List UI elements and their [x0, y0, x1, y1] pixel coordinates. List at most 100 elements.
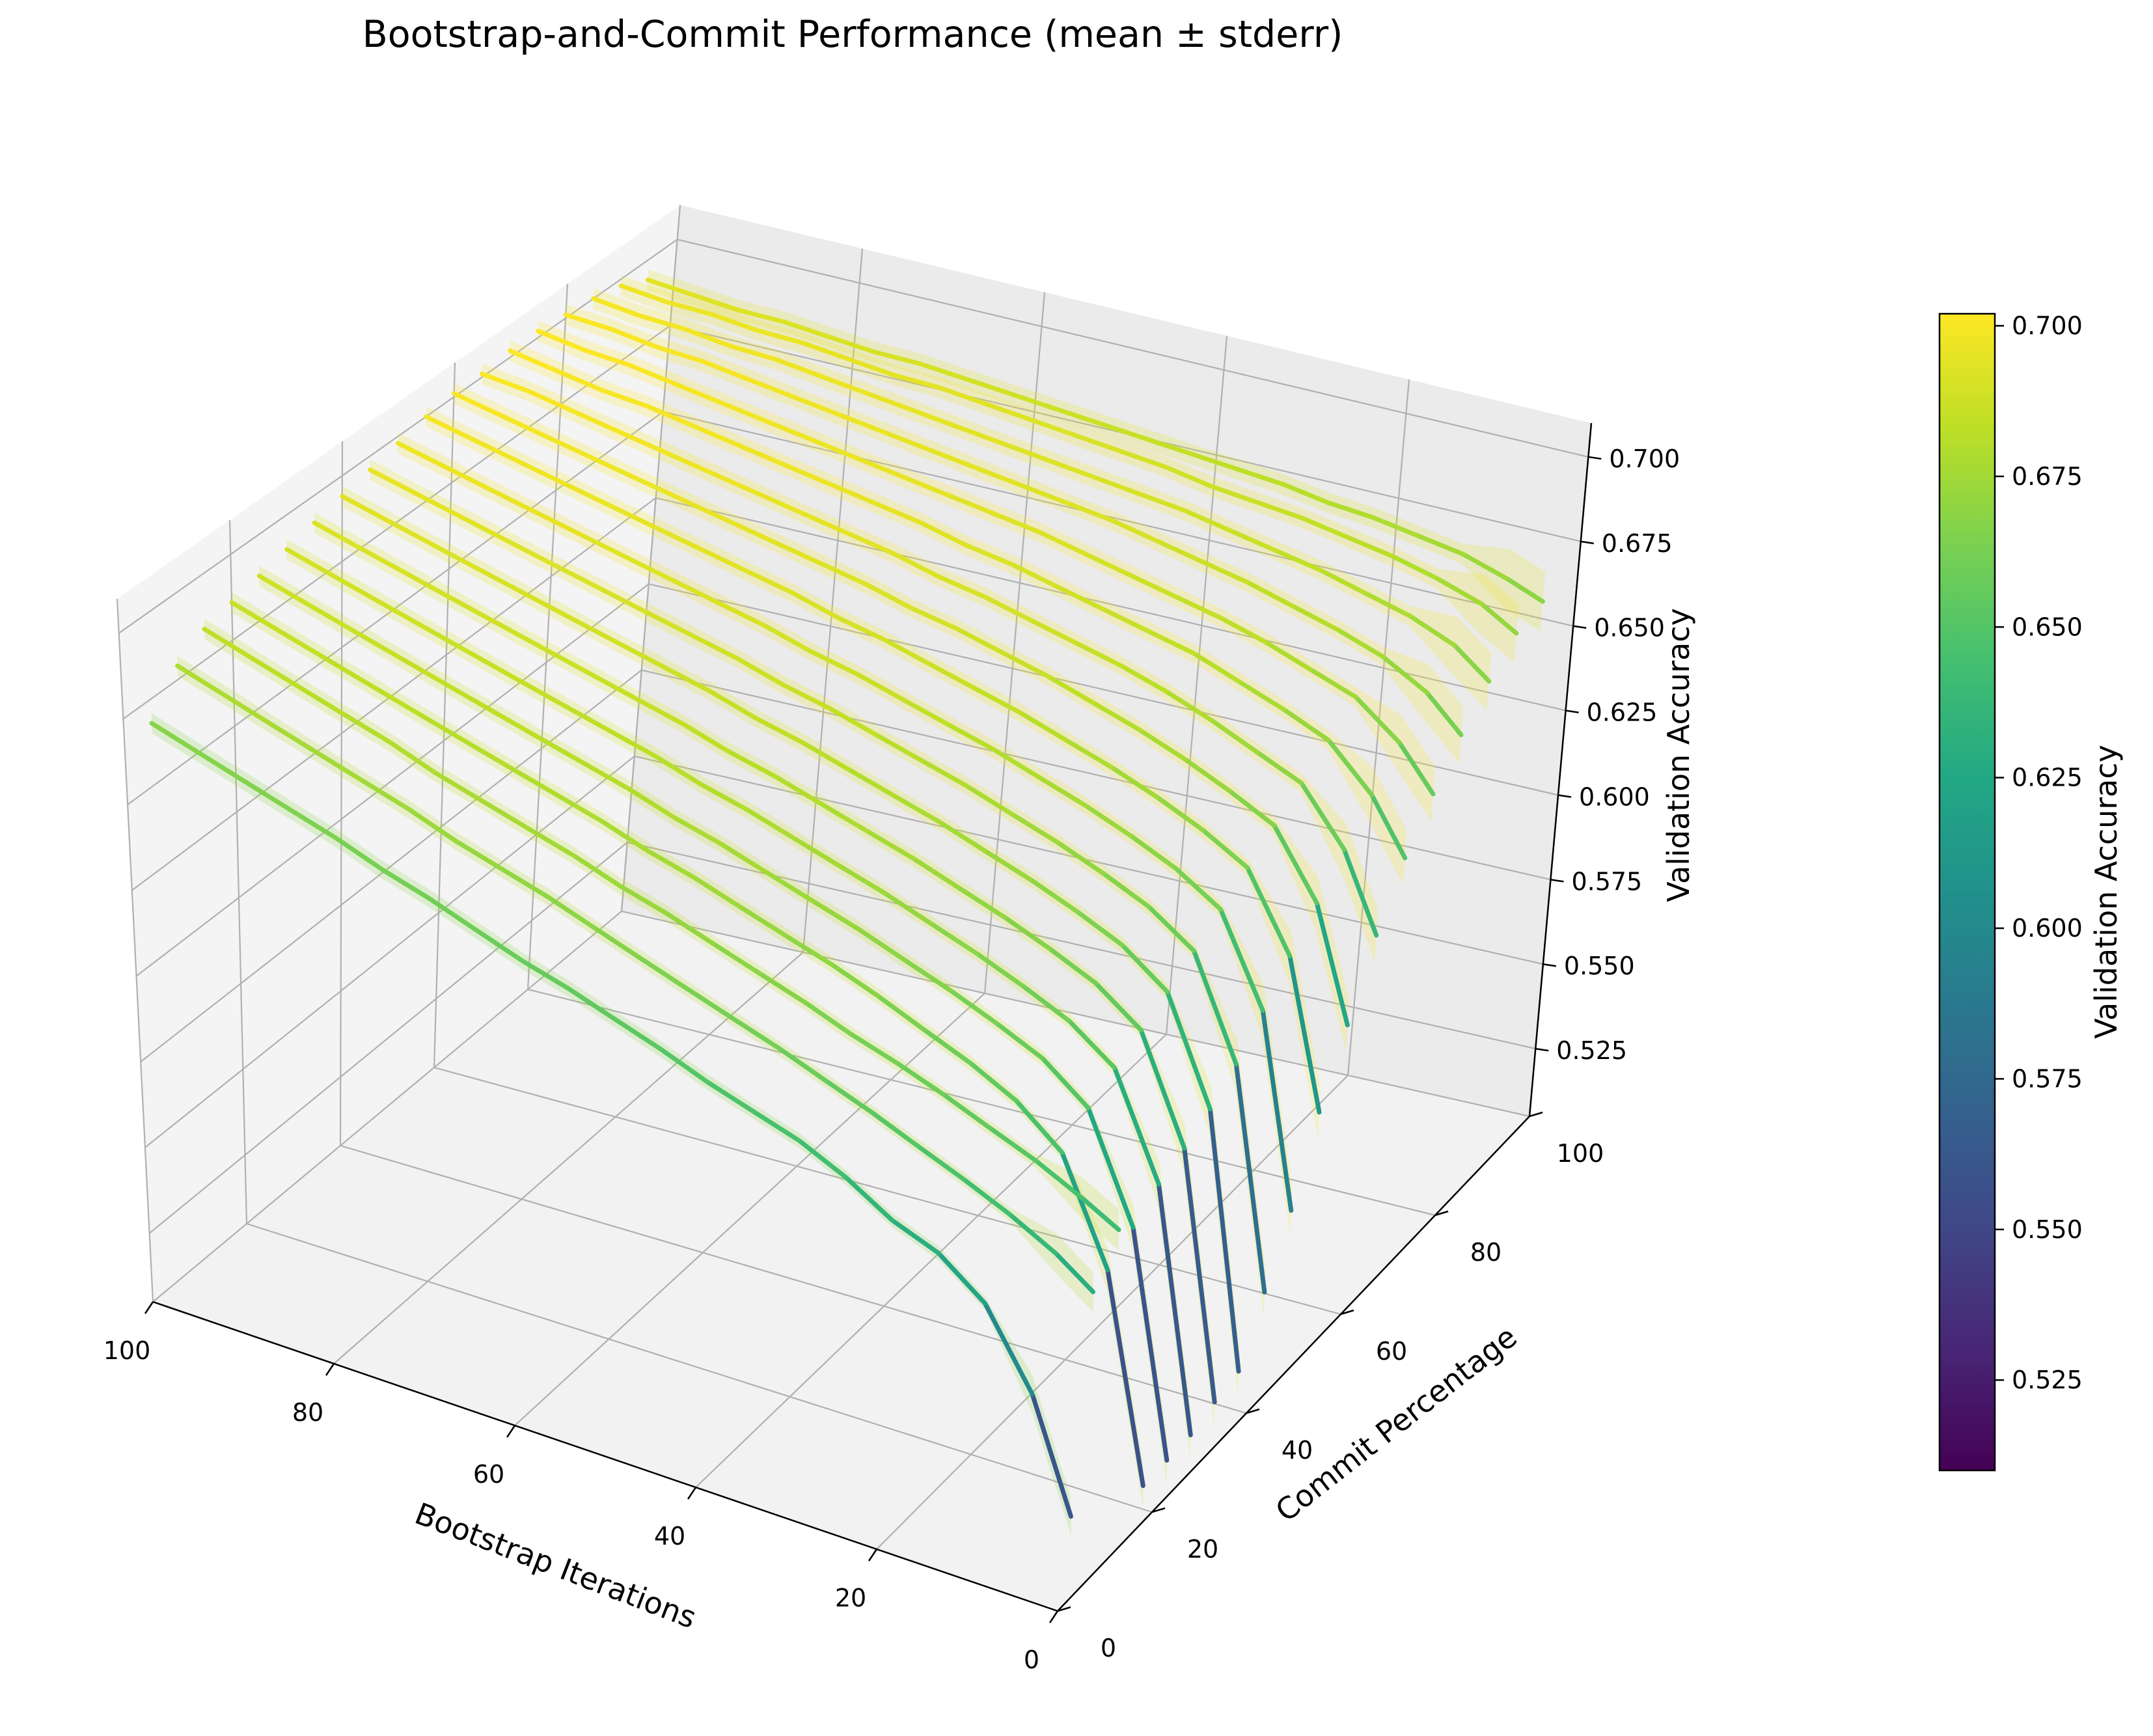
z-tick-label: 0.575	[1571, 867, 1642, 896]
curve-segment	[1105, 1267, 1145, 1488]
z-gridline	[148, 841, 1536, 1234]
curve-segment	[1218, 615, 1268, 645]
x-tick-label: 40	[654, 1522, 685, 1550]
curve-segment	[737, 904, 788, 939]
colorbar-tick-label: 0.650	[2012, 613, 2083, 641]
curve-segment	[1118, 448, 1169, 470]
stderr-band	[647, 269, 1546, 631]
y-tick-mark	[1340, 1309, 1354, 1316]
curve-segment	[718, 400, 769, 424]
curve-segment	[864, 391, 914, 413]
curve-segment	[895, 1061, 946, 1097]
curve-segment	[756, 971, 808, 1005]
curve-segment	[1138, 1027, 1187, 1151]
curve-segment	[1353, 695, 1402, 745]
curve-segment	[698, 547, 749, 573]
curve-segment	[909, 407, 960, 430]
curve-segment	[1200, 827, 1250, 870]
curve-segment	[1009, 562, 1060, 589]
curve-segment	[1182, 756, 1232, 793]
curve-segment	[973, 686, 1024, 716]
curve-segment	[597, 586, 648, 614]
curve-segment	[783, 933, 834, 967]
x-tick-mark	[1049, 1610, 1059, 1623]
curve-segment	[782, 320, 832, 340]
curve-segment	[899, 696, 951, 727]
curve-segment	[918, 361, 968, 381]
curve-segment	[1452, 642, 1492, 684]
curve-segment	[303, 600, 354, 632]
left-wall-pane	[117, 205, 680, 1302]
curve-segment	[284, 547, 335, 578]
curve-segment	[1030, 1392, 1073, 1519]
curve-segment	[1272, 823, 1319, 905]
curve-segment	[827, 335, 877, 355]
z-tick-mark	[1565, 710, 1579, 713]
curve-segment	[1263, 640, 1313, 672]
curve-segment	[799, 739, 851, 771]
curve-segment	[634, 696, 685, 726]
curve-segment	[772, 540, 823, 566]
curve-segment	[452, 391, 502, 417]
x-tick-label: 100	[103, 1336, 151, 1365]
curve-segment	[553, 792, 604, 823]
curve-segment	[1019, 711, 1069, 743]
curve-segment	[1040, 1056, 1091, 1110]
curve-segment	[744, 568, 795, 596]
curve-segment	[1144, 437, 1195, 457]
curve-segment	[1325, 500, 1375, 520]
curve-segment	[340, 711, 392, 745]
curve-segment	[829, 962, 881, 999]
curve-segment	[1060, 1150, 1110, 1273]
curve-segment	[1000, 650, 1051, 679]
curve-segment	[248, 655, 299, 688]
curve-segment	[589, 455, 640, 482]
curve-segment	[525, 826, 577, 859]
curve-segment	[1218, 907, 1265, 1013]
curve-segment	[1200, 559, 1251, 585]
curve-segment	[963, 376, 1013, 396]
curve-segment	[422, 625, 474, 656]
curve-segment	[941, 1092, 993, 1131]
curve-segment	[294, 683, 346, 717]
accuracy-curves	[149, 277, 1545, 1519]
curve-segment	[368, 467, 418, 496]
curve-segment	[691, 875, 742, 909]
curve-segment	[1136, 727, 1187, 762]
curve-segment	[452, 838, 504, 872]
curve-segment	[872, 350, 923, 366]
curve-segment	[1254, 500, 1305, 521]
curve-segment	[591, 296, 642, 318]
curve-segment	[773, 357, 824, 379]
curve-segment	[1008, 1212, 1059, 1256]
curve-segment	[322, 655, 373, 688]
curve-segment	[827, 706, 877, 737]
curve-segment	[918, 520, 969, 548]
curve-segment	[672, 815, 723, 846]
z-tick-mark	[1535, 1047, 1549, 1052]
curve-segment	[566, 986, 617, 1021]
curve-segment	[349, 627, 400, 659]
z-tick-mark	[1550, 879, 1564, 883]
curve-segment	[312, 520, 363, 551]
curve-segment	[801, 340, 851, 362]
curve-segment	[846, 357, 896, 378]
curve-segment	[854, 671, 905, 702]
curve-segment	[658, 1047, 709, 1084]
curve-segment	[395, 654, 446, 685]
z-tick-mark	[1557, 794, 1572, 798]
curve-segment	[413, 491, 465, 520]
curve-segment	[1235, 467, 1285, 487]
curve-segment	[1191, 948, 1239, 1067]
curve-segment	[982, 594, 1033, 622]
curve-segment	[929, 921, 980, 956]
curve-segment	[1046, 458, 1097, 480]
curve-segment	[469, 651, 520, 682]
curve-segment	[497, 412, 548, 439]
curve-segment	[569, 616, 621, 646]
curve-segment	[331, 573, 381, 604]
curve-segment	[772, 773, 823, 806]
curve-segment	[1245, 865, 1293, 958]
tick-labels: 100 80 60 40 20 0 0 20 40 60 80 100 0.525 0.550 0.575 0…	[103, 445, 1680, 1674]
curve-segment	[202, 626, 253, 660]
